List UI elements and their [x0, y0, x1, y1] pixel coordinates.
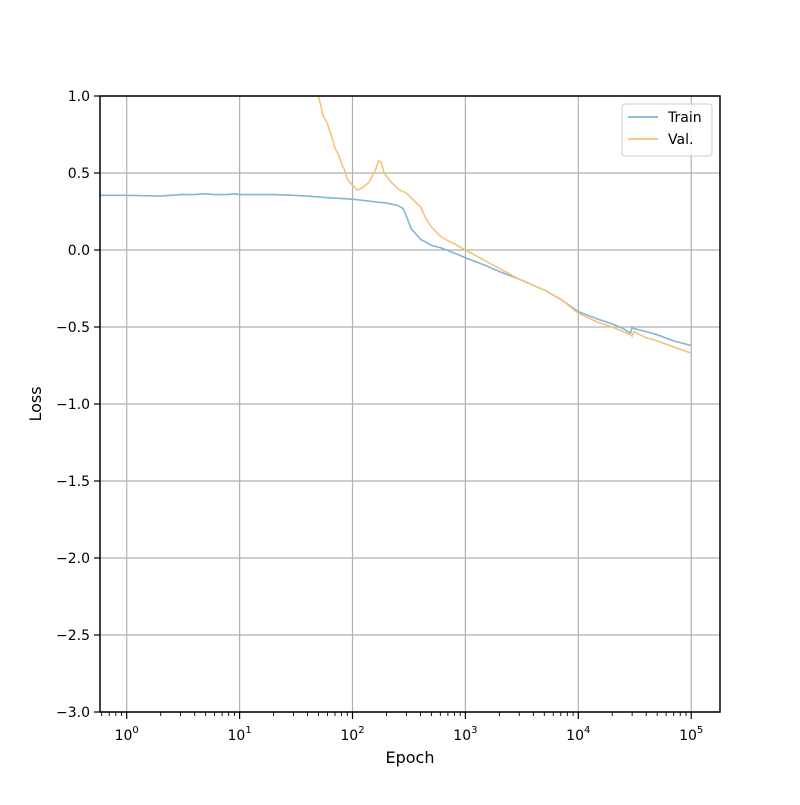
y-axis-ticks: 1.0 0.5 0.0 −0.5 −1.0 −1.5 −2.0 −2.5 −3.0	[56, 89, 100, 721]
y-tick-label: 1.0	[68, 89, 90, 105]
y-tick-label: 0.0	[68, 243, 90, 259]
x-axis-title: Epoch	[386, 748, 435, 767]
y-axis-title: Loss	[26, 386, 45, 421]
x-tick-label: 104	[566, 725, 590, 744]
y-tick-label: −1.0	[56, 397, 90, 413]
x-tick-label: 100	[115, 725, 139, 744]
y-tick-label: −2.5	[56, 628, 90, 644]
x-tick-label: 102	[340, 725, 364, 744]
x-axis-ticks: 100 101 102 103 104 105	[115, 712, 703, 744]
x-tick-label: 101	[228, 725, 252, 744]
y-tick-label: −3.0	[56, 705, 90, 721]
y-tick-label: −2.0	[56, 551, 90, 567]
x-tick-label: 103	[453, 725, 477, 744]
legend-label: Val.	[668, 132, 693, 148]
legend: Train Val.	[621, 103, 713, 157]
y-tick-label: −0.5	[56, 320, 90, 336]
series-line-val	[317, 96, 692, 354]
y-tick-label: 0.5	[68, 166, 90, 182]
series-line-train	[100, 192, 692, 347]
legend-label: Train	[667, 110, 702, 126]
series-lines	[100, 96, 692, 354]
x-tick-label: 105	[679, 725, 703, 744]
y-tick-label: −1.5	[56, 474, 90, 490]
